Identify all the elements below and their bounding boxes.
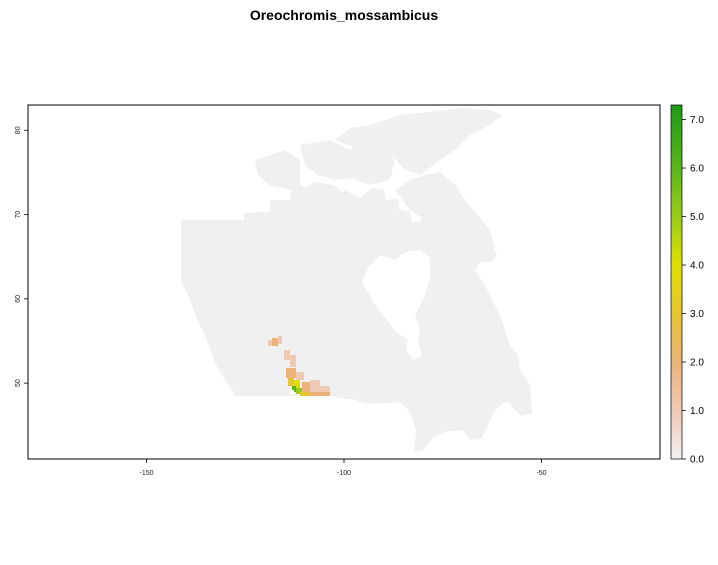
cell — [310, 380, 320, 392]
newfoundland — [506, 370, 532, 416]
cell — [296, 388, 302, 394]
canada-mainland — [181, 185, 532, 452]
arctic-islands-mid — [300, 140, 395, 185]
cell — [286, 368, 296, 378]
y-tick-label: 80 — [15, 126, 22, 134]
cell — [292, 386, 296, 392]
suitability-cells — [268, 336, 330, 396]
legend-tick-label: 1.0 — [690, 406, 704, 417]
victoria-island — [300, 182, 345, 205]
legend-tick-label: 4.0 — [690, 261, 704, 272]
legend-color-bar — [670, 104, 683, 460]
y-tick-label: 60 — [15, 295, 22, 303]
james-bay — [406, 330, 422, 360]
cell — [268, 340, 272, 346]
cell — [288, 378, 294, 386]
legend-tick-label: 2.0 — [690, 358, 704, 369]
cell — [320, 386, 330, 394]
ellesmere-island — [335, 108, 502, 175]
x-axis: -150 -100 -50 — [139, 459, 547, 477]
cell — [302, 382, 310, 392]
legend-ticks: 0.0 1.0 2.0 3.0 4.0 5.0 6.0 7.0 — [682, 115, 704, 466]
legend-tick-label: 0.0 — [690, 455, 704, 466]
landmass — [181, 108, 532, 452]
arctic-islands-west — [255, 150, 300, 190]
y-tick-label: 70 — [15, 211, 22, 219]
cell — [294, 380, 300, 388]
cell — [296, 372, 304, 380]
legend-tick-label: 5.0 — [690, 212, 704, 223]
cell — [290, 390, 294, 394]
cell — [300, 392, 310, 396]
cell — [272, 338, 278, 346]
x-tick-label: -150 — [139, 470, 153, 477]
map-panel — [27, 104, 661, 460]
legend-tick-label: 7.0 — [690, 115, 704, 126]
cell — [278, 336, 282, 344]
x-tick-label: -100 — [337, 470, 351, 477]
y-tick-label: 50 — [15, 379, 22, 387]
y-axis: 50 60 70 80 — [15, 126, 28, 387]
hudson-bay — [362, 250, 430, 342]
legend-tick-label: 3.0 — [690, 309, 704, 320]
color-legend: 0.0 1.0 2.0 3.0 4.0 5.0 6.0 7.0 — [670, 104, 704, 466]
map-title: Oreochromis_mossambicus — [250, 7, 439, 23]
cell — [290, 355, 296, 367]
baffin-island — [395, 172, 495, 252]
x-tick-label: -50 — [536, 470, 546, 477]
cell — [284, 350, 290, 360]
cell — [310, 392, 330, 396]
legend-tick-label: 6.0 — [690, 164, 704, 175]
